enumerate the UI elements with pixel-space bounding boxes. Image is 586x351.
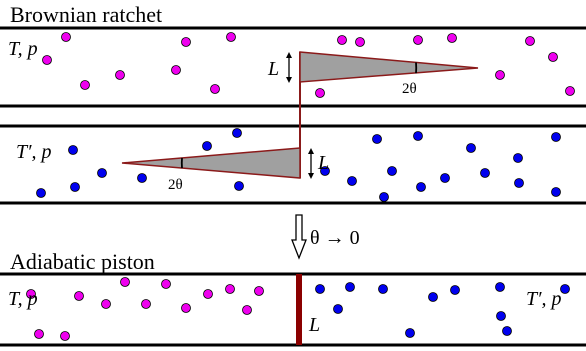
hot-particle bbox=[447, 33, 457, 43]
hot-particle bbox=[413, 35, 423, 45]
hot-particle bbox=[120, 277, 130, 287]
cold-particle bbox=[387, 166, 397, 176]
cold-particle bbox=[333, 304, 343, 314]
particles bbox=[26, 32, 575, 341]
ratchet-vane-top bbox=[299, 51, 479, 83]
hot-particle bbox=[42, 55, 52, 65]
piston-right-state-label: T′, p bbox=[526, 288, 562, 310]
hot-particle bbox=[141, 299, 151, 309]
limit-label: θ → 0 bbox=[310, 227, 360, 249]
walls bbox=[0, 26, 586, 347]
cold-particle bbox=[440, 173, 450, 183]
adiabatic-piston bbox=[296, 274, 302, 345]
length-arrow-top bbox=[286, 52, 292, 83]
cold-particle bbox=[428, 292, 438, 302]
hot-particle bbox=[565, 86, 575, 96]
cold-particle bbox=[320, 166, 330, 176]
cold-particle bbox=[466, 143, 476, 153]
cold-particle bbox=[513, 153, 523, 163]
cold-particle bbox=[202, 141, 212, 151]
cold-particle bbox=[345, 282, 355, 292]
hot-particle bbox=[60, 331, 70, 341]
hot-particle bbox=[225, 284, 235, 294]
hot-particle bbox=[181, 37, 191, 47]
hot-particle bbox=[525, 36, 535, 46]
cold-particle bbox=[70, 182, 80, 192]
hot-particle bbox=[34, 329, 44, 339]
ratchet-vane-middle bbox=[121, 147, 301, 179]
cold-particle bbox=[551, 187, 561, 197]
hot-particle bbox=[226, 32, 236, 42]
cold-particle bbox=[450, 285, 460, 295]
cold-particle bbox=[347, 176, 357, 186]
hot-particle bbox=[210, 84, 220, 94]
hot-particle bbox=[315, 88, 325, 98]
top-chamber-state-label: T, p bbox=[8, 38, 38, 60]
hot-particle bbox=[337, 35, 347, 45]
cold-particle bbox=[405, 328, 415, 338]
cold-particle bbox=[416, 182, 426, 192]
limit-arrow bbox=[291, 214, 307, 260]
length-label-piston: L bbox=[308, 314, 320, 336]
length-label-top: L bbox=[267, 58, 279, 80]
angle-label-top: 2θ bbox=[402, 81, 417, 97]
cold-particle bbox=[315, 284, 325, 294]
hot-particle bbox=[548, 52, 558, 62]
cold-particle bbox=[379, 192, 389, 202]
cold-particle bbox=[234, 181, 244, 191]
cold-particle bbox=[514, 178, 524, 188]
cold-particle bbox=[36, 188, 46, 198]
middle-chamber-state-label: T′, p bbox=[16, 141, 52, 163]
cold-particle bbox=[378, 284, 388, 294]
hot-particle bbox=[101, 299, 111, 309]
hot-particle bbox=[161, 279, 171, 289]
hot-particle bbox=[171, 65, 181, 75]
hot-particle bbox=[115, 70, 125, 80]
hot-particle bbox=[181, 303, 191, 313]
ratchet-title: Brownian ratchet bbox=[10, 2, 162, 27]
hot-particle bbox=[80, 80, 90, 90]
hot-particle bbox=[495, 70, 505, 80]
cold-particle bbox=[137, 173, 147, 183]
piston-left-state-label: T, p bbox=[8, 288, 38, 310]
hot-particle bbox=[254, 286, 264, 296]
cold-particle bbox=[480, 168, 490, 178]
hot-particle bbox=[355, 37, 365, 47]
cold-particle bbox=[68, 145, 78, 155]
cold-particle bbox=[372, 134, 382, 144]
length-arrow-middle bbox=[308, 148, 314, 179]
cold-particle bbox=[232, 128, 242, 138]
cold-particle bbox=[560, 284, 570, 294]
cold-particle bbox=[496, 311, 506, 321]
cold-particle bbox=[502, 326, 512, 336]
piston-title: Adiabatic piston bbox=[10, 249, 155, 274]
hot-particle bbox=[242, 305, 252, 315]
hot-particle bbox=[26, 289, 36, 299]
cold-particle bbox=[97, 168, 107, 178]
length-label-middle: L bbox=[317, 152, 329, 174]
angle-label-middle: 2θ bbox=[168, 177, 183, 193]
cold-particle bbox=[413, 131, 423, 141]
cold-particle bbox=[495, 282, 505, 292]
hot-particle bbox=[74, 291, 84, 301]
hot-particle bbox=[203, 289, 213, 299]
cold-particle bbox=[551, 132, 561, 142]
hot-particle bbox=[61, 32, 71, 42]
